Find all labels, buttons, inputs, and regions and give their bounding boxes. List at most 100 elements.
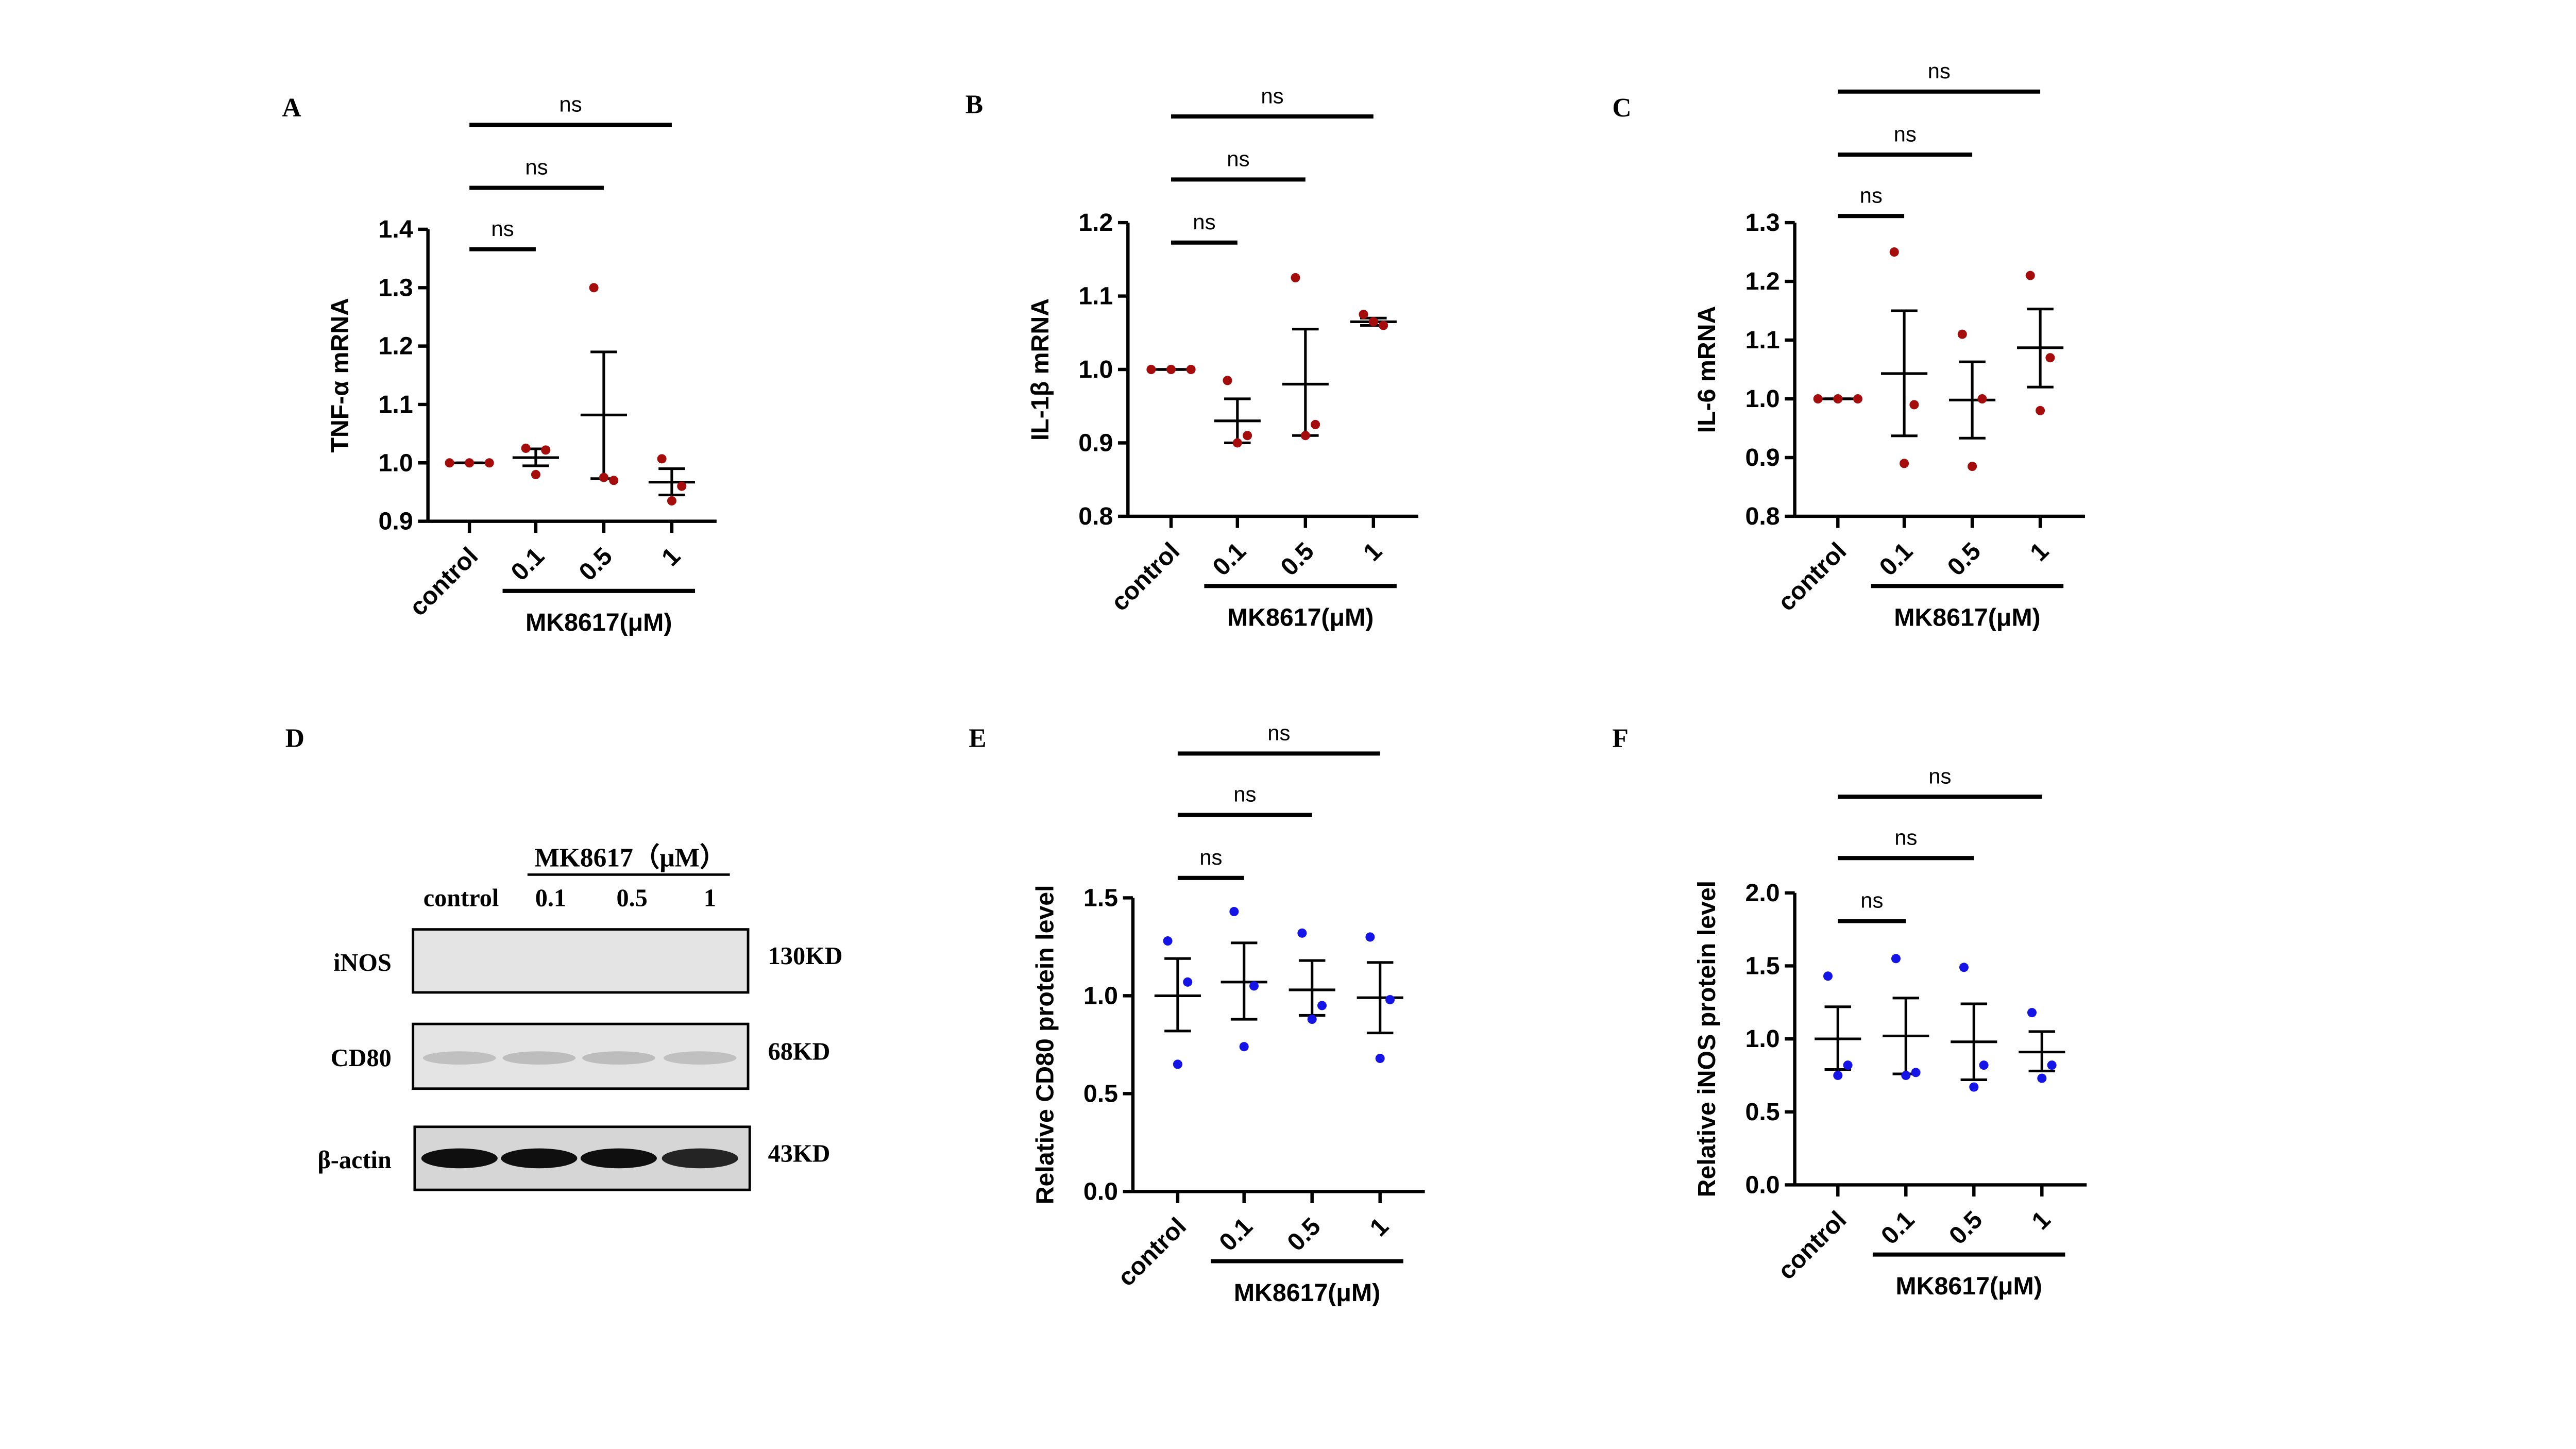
- panel-label: E: [969, 723, 986, 753]
- data-point: [1317, 1001, 1327, 1010]
- x-tick-label: 1: [1365, 1212, 1394, 1242]
- y-tick-label: 1.1: [379, 391, 413, 418]
- data-point: [1291, 273, 1300, 282]
- y-tick-label: 1.2: [379, 332, 413, 360]
- data-point: [1300, 431, 1310, 441]
- data-point: [1249, 981, 1259, 991]
- blot-header: MK8617（μM）: [534, 843, 726, 872]
- significance-label: ns: [1928, 764, 1951, 788]
- group-label: MK8617(μM): [526, 609, 672, 636]
- x-tick-label: 0.5: [1282, 1212, 1326, 1257]
- data-point: [1307, 1014, 1317, 1024]
- data-point: [589, 283, 599, 293]
- significance-label: ns: [1193, 210, 1215, 234]
- data-point: [1911, 1068, 1921, 1077]
- y-tick-label: 1.3: [379, 274, 413, 301]
- protein-label: β-actin: [317, 1147, 392, 1174]
- panel-label: F: [1612, 723, 1628, 753]
- x-tick-label: control: [1773, 537, 1852, 616]
- significance-label: ns: [1227, 147, 1249, 171]
- x-tick-label: 1: [2026, 1206, 2056, 1235]
- y-tick-label: 0.0: [1745, 1171, 1780, 1199]
- lane-label: control: [423, 885, 499, 912]
- significance-label: ns: [1894, 825, 1917, 849]
- data-point: [445, 458, 454, 468]
- y-tick-label: 1.1: [1745, 326, 1780, 354]
- data-point: [1959, 963, 1969, 972]
- y-tick-label: 1.0: [379, 449, 413, 477]
- data-point: [2045, 353, 2055, 363]
- data-point: [1229, 907, 1239, 917]
- data-point: [2027, 1008, 2037, 1018]
- significance-label: ns: [1199, 845, 1222, 869]
- data-point: [1823, 971, 1833, 981]
- y-tick-label: 1.5: [1083, 884, 1118, 912]
- data-point: [1146, 364, 1156, 375]
- y-axis-label: IL-6 mRNA: [1693, 306, 1721, 433]
- data-point: [1891, 954, 1901, 964]
- y-axis-label: Relative CD80 protein level: [1031, 885, 1059, 1204]
- data-point: [1375, 1053, 1385, 1063]
- x-tick-label: control: [1112, 1212, 1192, 1292]
- molecular-weight-label: 43KD: [768, 1140, 831, 1167]
- significance-label: ns: [1267, 721, 1290, 745]
- protein-label: CD80: [331, 1044, 392, 1072]
- blot-band: [582, 1051, 655, 1065]
- data-point: [484, 458, 494, 468]
- blot-strip: [412, 928, 750, 994]
- data-point: [1813, 394, 1823, 404]
- data-point: [2037, 1073, 2047, 1083]
- x-tick-label: 0.5: [1942, 537, 1987, 581]
- data-point: [1979, 1060, 1989, 1070]
- x-tick-label: 0.1: [1214, 1212, 1258, 1257]
- data-point: [1297, 928, 1307, 938]
- data-point: [2025, 271, 2035, 280]
- chart-panel-B: B 0.8 0.9 1.0 1.1 1.2 IL-1β mRNA control 0.1 0.5 1…: [965, 83, 1418, 631]
- y-tick-label: 1.1: [1078, 282, 1113, 310]
- data-point: [667, 496, 676, 506]
- x-tick-label: 0.1: [1876, 1206, 1920, 1250]
- data-point: [521, 443, 531, 453]
- data-point: [1186, 364, 1196, 375]
- molecular-weight-label: 130KD: [768, 942, 843, 970]
- y-tick-label: 1.0: [1083, 982, 1118, 1009]
- x-tick-label: 1: [2025, 537, 2054, 566]
- data-point: [1969, 1082, 1979, 1092]
- y-tick-label: 1.3: [1745, 209, 1780, 237]
- x-tick-label: 1: [656, 542, 686, 571]
- data-point: [2036, 406, 2045, 415]
- data-point: [1853, 394, 1862, 404]
- data-point: [1359, 310, 1368, 319]
- data-point: [1843, 1060, 1853, 1070]
- data-point: [1385, 995, 1395, 1005]
- y-axis-label: IL-1β mRNA: [1026, 298, 1054, 441]
- panel-label: A: [282, 93, 301, 123]
- data-point: [1833, 1070, 1843, 1080]
- y-tick-label: 0.5: [1745, 1098, 1780, 1126]
- y-tick-label: 1.5: [1745, 952, 1780, 980]
- blot-band: [502, 1051, 576, 1065]
- x-tick-label: 0.1: [505, 542, 550, 586]
- y-axis-label: TNF-α mRNA: [326, 298, 354, 453]
- data-point: [2047, 1060, 2057, 1070]
- blot-band: [663, 1051, 737, 1065]
- group-label: MK8617(μM): [1895, 1272, 2042, 1300]
- x-tick-label: 0.5: [573, 542, 618, 586]
- significance-label: ns: [1894, 122, 1917, 146]
- data-point: [465, 458, 474, 468]
- group-label: MK8617(μM): [1227, 603, 1374, 631]
- chart-panel-A: A 0.9 1.0 1.1 1.2 1.3 1.4 TNF-α mRNA control 0.1 0…: [282, 92, 717, 636]
- data-point: [1909, 400, 1919, 410]
- x-tick-label: 0.5: [1275, 537, 1319, 581]
- data-point: [599, 473, 608, 482]
- data-point: [1968, 462, 1977, 471]
- data-point: [1977, 394, 1987, 404]
- y-tick-label: 1.2: [1745, 267, 1780, 295]
- data-point: [1957, 329, 1967, 339]
- data-point: [1901, 1070, 1911, 1080]
- y-tick-label: 0.9: [1078, 429, 1113, 457]
- panel-label: D: [285, 723, 304, 753]
- y-tick-label: 0.9: [1745, 444, 1780, 471]
- data-point: [1379, 321, 1388, 330]
